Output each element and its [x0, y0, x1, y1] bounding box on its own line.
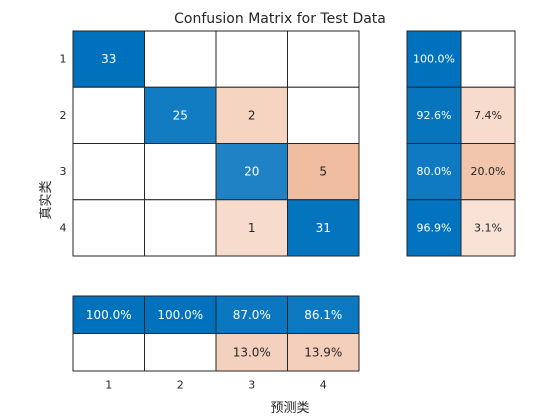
matrix-cell-1-4 — [287, 30, 360, 88]
matrix-cell-4-3 — [215, 199, 288, 257]
column-summary-grid: 100.0% 100.0% 87.0% 86.1% 13.0% 13.9% — [72, 295, 360, 372]
matrix-value-2-2: 25 — [173, 108, 188, 122]
column-summary-value-2-4: 13.9% — [304, 345, 342, 359]
row-summary-value-4-2: 3.1% — [474, 221, 502, 234]
matrix-cell-4-1 — [72, 199, 145, 257]
column-summary-value-2-3: 13.0% — [233, 345, 271, 359]
matrix-cell-2-1 — [72, 86, 145, 144]
column-summary-value-1-2: 100.0% — [157, 308, 203, 322]
y-tick-3: 3 — [60, 165, 67, 178]
matrix-cell-3-2 — [144, 143, 217, 201]
matrix-cell-2-3 — [215, 86, 288, 144]
column-summary-cell-1-3 — [215, 295, 288, 334]
row-summary-cell-4-2 — [460, 199, 516, 257]
matrix-cell-2-2 — [144, 86, 217, 144]
x-tick-4: 4 — [320, 379, 327, 392]
y-axis-label: 真实类 — [39, 180, 54, 219]
row-summary-value-4-1: 96.9% — [417, 221, 452, 234]
matrix-cell-4-4 — [287, 199, 360, 257]
matrix-value-3-3: 20 — [244, 165, 259, 179]
matrix-value-2-3: 2 — [248, 108, 256, 122]
y-tick-4: 4 — [60, 221, 67, 234]
matrix-cell-4-2 — [144, 199, 217, 257]
x-tick-3: 3 — [248, 379, 255, 392]
matrix-value-1-1: 33 — [101, 52, 116, 66]
row-summary-cell-1-2 — [460, 30, 516, 88]
matrix-cell-1-1 — [72, 30, 145, 88]
matrix-value-4-3: 1 — [248, 221, 256, 235]
row-summary-value-1-1: 100.0% — [413, 53, 455, 66]
column-summary-value-1-3: 87.0% — [233, 308, 271, 322]
row-summary-value-2-1: 92.6% — [417, 109, 452, 122]
row-summary-value-3-2: 20.0% — [471, 165, 506, 178]
column-summary-cell-2-1 — [72, 333, 145, 372]
row-summary-cell-4-1 — [406, 199, 462, 257]
x-axis-label: 预测类 — [270, 401, 309, 416]
matrix-cell-1-3 — [215, 30, 288, 88]
column-summary-cell-1-4 — [287, 295, 360, 334]
matrix-value-3-4: 5 — [319, 165, 327, 179]
y-tick-2: 2 — [60, 109, 67, 122]
matrix-cell-3-3 — [215, 143, 288, 201]
column-summary-cell-2-2 — [144, 333, 217, 372]
matrix-value-4-4: 31 — [316, 221, 331, 235]
matrix-cell-2-4 — [287, 86, 360, 144]
chart-title: Confusion Matrix for Test Data — [174, 11, 386, 27]
row-summary-cell-3-2 — [460, 143, 516, 201]
row-summary-cell-1-1 — [406, 30, 462, 88]
row-summary-value-3-1: 80.0% — [417, 165, 452, 178]
row-summary-cell-2-2 — [460, 86, 516, 144]
x-tick-1: 1 — [105, 379, 112, 392]
column-summary-cell-1-2 — [144, 295, 217, 334]
x-tick-2: 2 — [177, 379, 184, 392]
main-confusion-grid: 33 25 2 20 5 1 31 — [72, 30, 360, 257]
y-tick-1: 1 — [60, 53, 67, 66]
column-summary-cell-2-4 — [287, 333, 360, 372]
column-summary-cell-2-3 — [215, 333, 288, 372]
column-summary-value-1-4: 86.1% — [304, 308, 342, 322]
column-summary-value-1-1: 100.0% — [86, 308, 132, 322]
matrix-cell-3-1 — [72, 143, 145, 201]
row-summary-grid: 100.0% 92.6% 7.4% 80.0% 20.0% 96.9% 3.1% — [406, 30, 516, 257]
matrix-cell-1-2 — [144, 30, 217, 88]
row-summary-value-2-2: 7.4% — [474, 109, 502, 122]
